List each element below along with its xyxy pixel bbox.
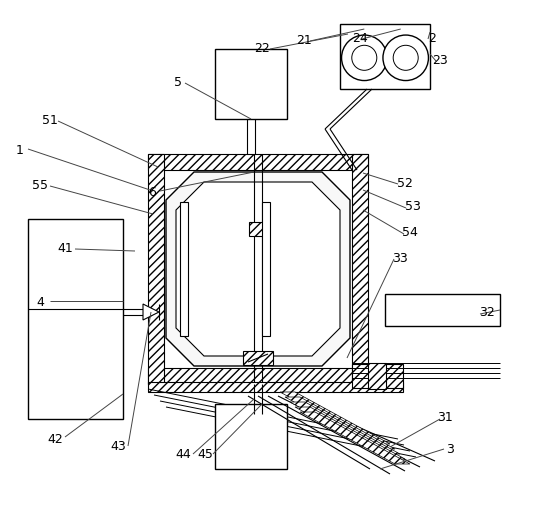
- Polygon shape: [295, 407, 405, 459]
- Text: 32: 32: [479, 306, 495, 319]
- Text: 4: 4: [36, 295, 44, 308]
- Bar: [385, 294, 500, 326]
- Text: 53: 53: [405, 200, 421, 213]
- Text: 23: 23: [432, 54, 448, 66]
- Text: 44: 44: [175, 447, 191, 461]
- Text: 1: 1: [16, 143, 24, 156]
- Polygon shape: [166, 173, 350, 366]
- Text: 45: 45: [197, 447, 213, 461]
- Polygon shape: [300, 412, 410, 464]
- Bar: [262, 203, 270, 336]
- Bar: [215, 404, 287, 469]
- Polygon shape: [280, 392, 390, 444]
- Polygon shape: [148, 382, 403, 392]
- Bar: [180, 203, 188, 336]
- Bar: [340, 25, 430, 90]
- Bar: [368, 363, 386, 389]
- Text: 3: 3: [446, 442, 454, 456]
- Polygon shape: [143, 305, 159, 320]
- Circle shape: [383, 36, 428, 81]
- Text: 51: 51: [42, 113, 58, 126]
- Polygon shape: [148, 368, 368, 384]
- Text: 43: 43: [110, 440, 126, 452]
- Bar: [215, 50, 287, 120]
- Text: 41: 41: [57, 241, 73, 254]
- Polygon shape: [290, 402, 400, 454]
- Polygon shape: [176, 183, 340, 357]
- Polygon shape: [148, 155, 368, 171]
- Polygon shape: [352, 155, 368, 384]
- Text: 52: 52: [397, 176, 413, 189]
- Polygon shape: [352, 364, 403, 388]
- Text: 5: 5: [174, 75, 182, 88]
- Text: 2: 2: [428, 31, 436, 44]
- Polygon shape: [285, 397, 395, 449]
- Bar: [243, 351, 273, 365]
- Text: 21: 21: [296, 33, 312, 46]
- Circle shape: [393, 46, 418, 71]
- Text: 42: 42: [47, 433, 63, 445]
- Bar: [28, 220, 123, 419]
- Text: 31: 31: [437, 411, 453, 424]
- Circle shape: [352, 46, 377, 71]
- Text: 24: 24: [352, 31, 368, 44]
- Text: 33: 33: [392, 251, 408, 264]
- Polygon shape: [148, 155, 164, 384]
- Text: 55: 55: [32, 178, 48, 191]
- Text: 6: 6: [148, 185, 156, 198]
- Text: 54: 54: [402, 226, 418, 239]
- Text: 22: 22: [254, 41, 270, 55]
- Circle shape: [341, 36, 387, 81]
- Bar: [249, 223, 267, 236]
